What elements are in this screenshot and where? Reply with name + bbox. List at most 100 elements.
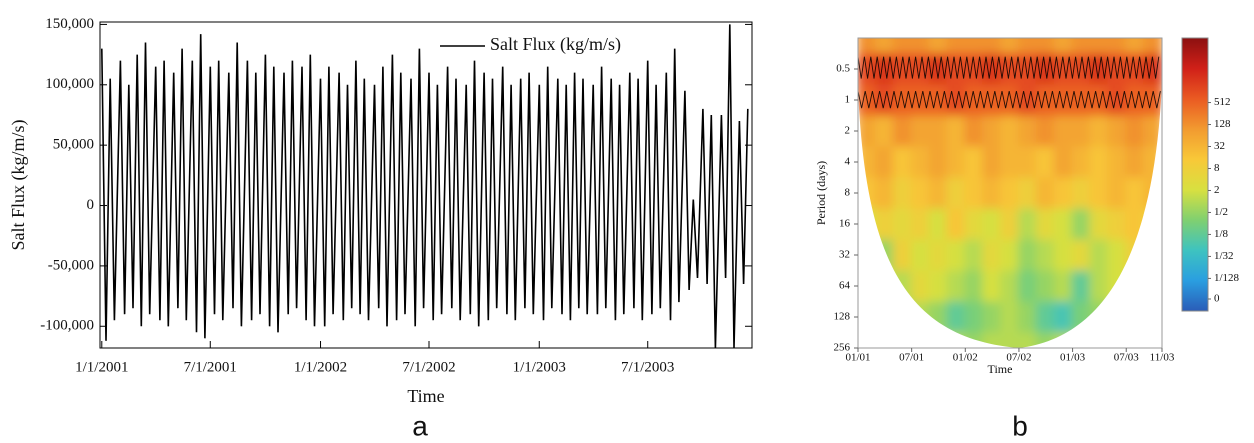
y-tick-label: -50,000	[48, 257, 94, 273]
x-tick-label: 01/01	[845, 352, 870, 364]
heatmap-cell	[1017, 146, 1038, 178]
heatmap-cell	[964, 301, 985, 333]
heatmap-cell	[1017, 301, 1038, 333]
heatmap-cell	[1089, 239, 1110, 271]
heatmap-cell	[910, 177, 931, 209]
heatmap-cell	[892, 38, 913, 54]
heatmap-cell	[982, 38, 1003, 54]
heatmap-cell	[964, 38, 985, 54]
heatmap-cell	[1000, 38, 1020, 54]
heatmap-cell	[946, 270, 967, 302]
heatmap-cell	[874, 38, 895, 54]
heatmap-cell	[982, 177, 1003, 209]
heatmap-cell	[982, 84, 1003, 116]
heatmap-cell	[1071, 38, 1092, 54]
heatmap-cell	[964, 115, 985, 147]
heatmap-cell	[1017, 53, 1038, 85]
heatmap-cell	[1071, 84, 1092, 116]
heatmap-cell	[1107, 115, 1128, 147]
x-tick-label: 07/01	[899, 352, 924, 364]
heatmap-cell	[1017, 84, 1038, 116]
colorbar-tick-label: 1/2	[1214, 206, 1228, 218]
panel-label: b	[1012, 410, 1028, 441]
heatmap-cell	[874, 115, 895, 147]
colorbar-tick-label: 128	[1214, 118, 1231, 130]
heatmap-cell	[1089, 38, 1110, 54]
x-axis-title: Time	[407, 386, 444, 406]
colorbar-tick-label: 1/8	[1214, 228, 1229, 240]
x-tick-label: 11/03	[1150, 352, 1175, 364]
heatmap-cell	[1125, 146, 1146, 178]
panel-label: a	[412, 410, 428, 441]
heatmap-cell	[1089, 146, 1110, 178]
heatmap-cell	[1000, 239, 1020, 271]
heatmap-cell	[1107, 146, 1128, 178]
heatmap-cell	[1053, 146, 1074, 178]
heatmap-cell	[982, 208, 1003, 240]
heatmap-cell	[892, 239, 913, 271]
heatmap-cell	[874, 208, 895, 240]
heatmap-cell	[946, 115, 967, 147]
heatmap-cell	[1017, 208, 1038, 240]
heatmap-cell	[1071, 177, 1092, 209]
x-tick-label: 1/1/2003	[513, 359, 566, 375]
legend-label: Salt Flux (kg/m/s)	[490, 34, 621, 55]
heatmap-cell	[1035, 208, 1056, 240]
heatmap-cell	[892, 177, 913, 209]
heatmap-cell	[1125, 84, 1146, 116]
heatmap-cell	[1089, 270, 1110, 302]
heatmap-cell	[1017, 177, 1038, 209]
heatmap-cell	[1017, 38, 1038, 54]
heatmap-cell	[982, 270, 1003, 302]
heatmap-cell	[946, 38, 967, 54]
heatmap-cell	[910, 115, 931, 147]
colorbar-tick-label: 1/128	[1214, 272, 1240, 284]
x-tick-label: 01/02	[953, 352, 978, 364]
heatmap-cell	[928, 146, 949, 178]
y-tick-label: 32	[839, 249, 850, 261]
heatmap-cell	[1143, 115, 1162, 147]
heatmap-cell	[1035, 115, 1056, 147]
heatmap-cell	[1107, 177, 1128, 209]
heatmap-cell	[1143, 38, 1162, 54]
heatmap-cell	[946, 177, 967, 209]
colorbar-tick-label: 0	[1214, 293, 1220, 305]
heatmap-cell	[964, 270, 985, 302]
heatmap-cell	[892, 208, 913, 240]
heatmap-cell	[874, 177, 895, 209]
y-tick-label: 256	[834, 342, 851, 354]
heatmap-cell	[892, 53, 913, 85]
y-tick-label: 64	[839, 280, 851, 292]
heatmap-cell	[1017, 115, 1038, 147]
heatmap-cell	[892, 146, 913, 178]
heatmap-cell	[1053, 239, 1074, 271]
x-tick-label: 7/1/2003	[621, 359, 674, 375]
heatmap-cell	[946, 239, 967, 271]
heatmap-cell	[928, 38, 949, 54]
coi-mask	[857, 40, 1019, 349]
y-tick-label: 16	[839, 218, 851, 230]
heatmap-cell	[1053, 177, 1074, 209]
y-tick-label: 0.5	[836, 63, 850, 75]
series-line	[101, 24, 749, 349]
y-tick-label: 128	[834, 311, 851, 323]
heatmap-cell	[1143, 53, 1162, 85]
plot-frame	[99, 21, 753, 349]
heatmap-cell	[928, 239, 949, 271]
heatmap-cell	[1035, 239, 1056, 271]
heatmap-cell	[1071, 146, 1092, 178]
y-tick-label: 4	[845, 156, 851, 168]
heatmap-cell	[858, 115, 877, 147]
heatmap-cell	[1035, 270, 1056, 302]
heatmap-cell	[1000, 84, 1020, 116]
heatmap-cell	[1071, 270, 1092, 302]
heatmap-cell	[928, 177, 949, 209]
x-tick-label: 1/1/2002	[294, 359, 347, 375]
heatmap-cell	[964, 146, 985, 178]
y-axis-title: Period (days)	[814, 161, 828, 225]
colorbar	[1181, 37, 1209, 312]
heatmap-cell	[1035, 38, 1056, 54]
coi-mask	[1018, 40, 1163, 349]
heatmap-cell	[946, 146, 967, 178]
heatmap-cell	[1000, 208, 1020, 240]
